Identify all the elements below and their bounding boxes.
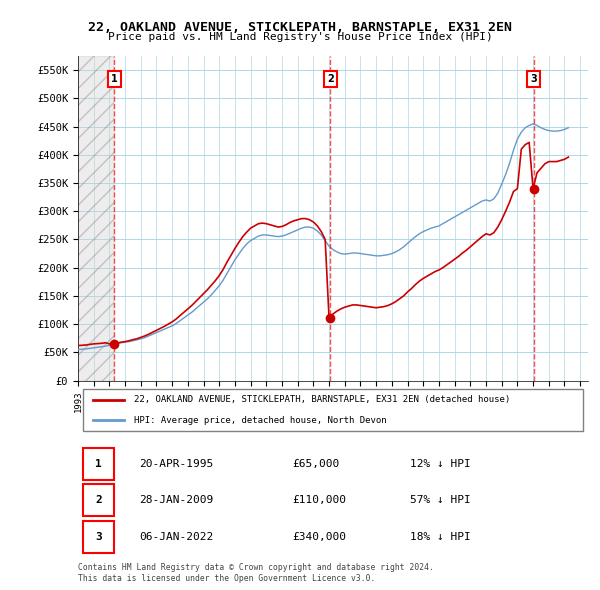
Text: 22, OAKLAND AVENUE, STICKLEPATH, BARNSTAPLE, EX31 2EN: 22, OAKLAND AVENUE, STICKLEPATH, BARNSTA… <box>88 21 512 34</box>
Text: 2: 2 <box>327 74 334 84</box>
Text: £340,000: £340,000 <box>292 532 346 542</box>
FancyBboxPatch shape <box>83 521 114 553</box>
Text: 20-APR-1995: 20-APR-1995 <box>139 459 214 468</box>
FancyBboxPatch shape <box>83 389 583 431</box>
Text: 28-JAN-2009: 28-JAN-2009 <box>139 496 214 505</box>
Text: 12% ↓ HPI: 12% ↓ HPI <box>409 459 470 468</box>
Text: 3: 3 <box>95 532 102 542</box>
Text: 22, OAKLAND AVENUE, STICKLEPATH, BARNSTAPLE, EX31 2EN (detached house): 22, OAKLAND AVENUE, STICKLEPATH, BARNSTA… <box>134 395 511 404</box>
FancyBboxPatch shape <box>83 484 114 516</box>
Text: Contains HM Land Registry data © Crown copyright and database right 2024.
This d: Contains HM Land Registry data © Crown c… <box>78 563 434 583</box>
Text: 18% ↓ HPI: 18% ↓ HPI <box>409 532 470 542</box>
Text: £65,000: £65,000 <box>292 459 340 468</box>
Text: 3: 3 <box>530 74 537 84</box>
Text: Price paid vs. HM Land Registry's House Price Index (HPI): Price paid vs. HM Land Registry's House … <box>107 32 493 42</box>
Text: 1: 1 <box>95 459 102 468</box>
Text: £110,000: £110,000 <box>292 496 346 505</box>
Text: 06-JAN-2022: 06-JAN-2022 <box>139 532 214 542</box>
Text: 57% ↓ HPI: 57% ↓ HPI <box>409 496 470 505</box>
FancyBboxPatch shape <box>83 448 114 480</box>
Text: 2: 2 <box>95 496 102 505</box>
Text: 1: 1 <box>111 74 118 84</box>
Text: HPI: Average price, detached house, North Devon: HPI: Average price, detached house, Nort… <box>134 416 387 425</box>
